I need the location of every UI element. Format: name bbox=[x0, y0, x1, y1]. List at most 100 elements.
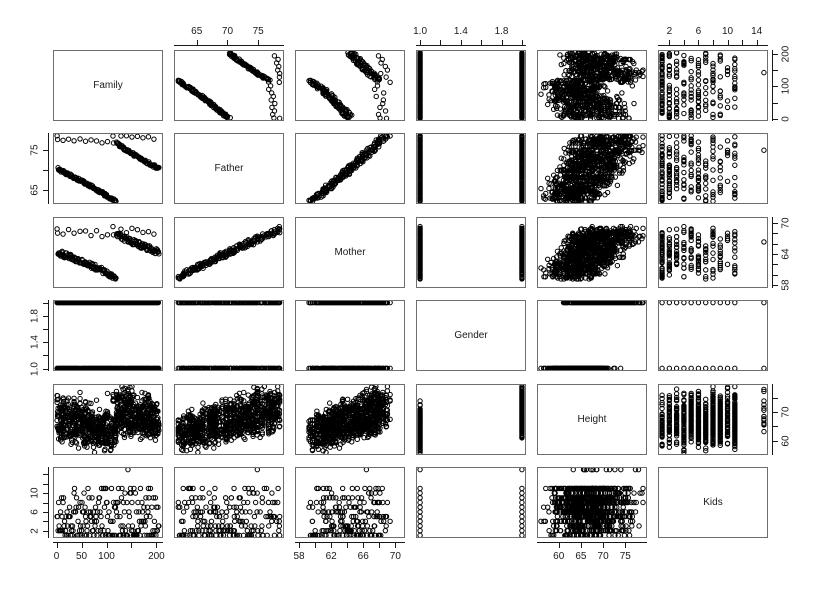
scatter-panel-height-vs-gender bbox=[416, 383, 526, 455]
tick-mark bbox=[227, 40, 229, 45]
tick-label: 50 bbox=[75, 551, 88, 562]
tick-mark bbox=[395, 543, 397, 548]
scatter-points-canvas bbox=[54, 301, 162, 371]
scatter-panel-father-vs-height bbox=[537, 133, 647, 205]
tick-label: 1.4 bbox=[453, 26, 468, 37]
tick-label: 100 bbox=[98, 551, 115, 562]
scatter-panel-kids-vs-father bbox=[174, 467, 284, 538]
tick-mark bbox=[773, 264, 778, 266]
tick-mark bbox=[773, 54, 778, 56]
tick-label: 60 bbox=[553, 551, 565, 562]
tick-mark bbox=[773, 118, 778, 120]
scatter-panel-gender-vs-family bbox=[53, 300, 163, 372]
scatter-points-canvas bbox=[175, 384, 283, 454]
tick-mark bbox=[773, 86, 778, 88]
tick-mark bbox=[669, 40, 671, 45]
scatter-panel-father-vs-kids bbox=[658, 133, 768, 205]
tick-mark bbox=[131, 543, 133, 548]
tick-mark bbox=[773, 254, 778, 256]
scatter-points-canvas bbox=[538, 134, 646, 204]
scatter-panel-height-vs-kids bbox=[658, 383, 768, 455]
right-axis-line-mother bbox=[772, 216, 773, 288]
tick-mark bbox=[379, 543, 381, 548]
tick-mark bbox=[420, 40, 422, 45]
tick-label: 6 bbox=[29, 509, 41, 515]
tick-label: 65 bbox=[575, 551, 587, 562]
tick-label: 10 bbox=[29, 487, 41, 499]
tick-mark bbox=[43, 521, 48, 523]
scatter-points-canvas bbox=[54, 134, 162, 204]
scatter-points-canvas bbox=[175, 217, 283, 287]
scatter-points-canvas bbox=[54, 217, 162, 287]
scatter-points-canvas bbox=[538, 468, 646, 537]
tick-mark bbox=[603, 543, 605, 548]
tick-mark bbox=[81, 543, 83, 548]
tick-mark bbox=[773, 102, 778, 104]
scatter-panel-father-vs-mother bbox=[295, 133, 405, 205]
scatter-panel-height-vs-family bbox=[53, 383, 163, 455]
scatter-points-canvas bbox=[538, 217, 646, 287]
tick-mark bbox=[481, 40, 483, 45]
scatter-points-canvas bbox=[417, 468, 525, 537]
diagonal-label-kids: Kids bbox=[703, 497, 723, 508]
diagonal-panel-mother: Mother bbox=[295, 216, 405, 288]
scatter-panel-gender-vs-father bbox=[174, 300, 284, 372]
scatter-points-canvas bbox=[296, 51, 404, 120]
scatter-panel-mother-vs-father bbox=[174, 216, 284, 288]
scatter-panel-family-vs-kids bbox=[658, 50, 768, 121]
tick-label: 75 bbox=[252, 26, 264, 37]
diagonal-label-height: Height bbox=[577, 413, 607, 425]
diagonal-label-gender: Gender bbox=[454, 330, 488, 342]
tick-mark bbox=[43, 368, 48, 370]
tick-mark bbox=[773, 397, 778, 399]
tick-mark bbox=[43, 493, 48, 495]
tick-mark bbox=[698, 40, 700, 45]
tick-label: 70 bbox=[780, 406, 792, 418]
tick-mark bbox=[43, 302, 48, 304]
tick-mark bbox=[727, 40, 729, 45]
tick-label: 65 bbox=[29, 184, 41, 196]
tick-label: 65 bbox=[191, 26, 203, 37]
scatter-points-canvas bbox=[175, 301, 283, 371]
scatter-panel-kids-vs-gender bbox=[416, 467, 526, 538]
scatter-panel-height-vs-mother bbox=[295, 383, 405, 455]
tick-mark bbox=[43, 474, 48, 476]
scatter-points-canvas bbox=[659, 384, 767, 454]
scatter-panel-family-vs-mother bbox=[295, 50, 405, 121]
right-axis-line-height bbox=[772, 383, 773, 455]
scatter-points-canvas bbox=[296, 301, 404, 371]
tick-mark bbox=[521, 40, 523, 45]
scatter-points-canvas bbox=[175, 468, 283, 537]
tick-mark bbox=[558, 543, 560, 548]
tick-label: 60 bbox=[780, 435, 792, 447]
tick-label: 2 bbox=[29, 527, 41, 534]
tick-label: 0 bbox=[780, 115, 792, 122]
left-axis-line-father bbox=[48, 133, 49, 205]
tick-label: 1.0 bbox=[29, 361, 41, 376]
tick-label: 58 bbox=[780, 279, 792, 291]
tick-mark bbox=[43, 150, 48, 152]
tick-mark bbox=[196, 40, 198, 45]
tick-mark bbox=[43, 530, 48, 532]
diagonal-label-family: Family bbox=[93, 80, 123, 91]
scatter-points-canvas bbox=[659, 134, 767, 204]
scatter-panel-family-vs-height bbox=[537, 50, 647, 121]
tick-label: 6 bbox=[695, 26, 702, 37]
diagonal-panel-kids: Kids bbox=[658, 467, 768, 538]
tick-label: 64 bbox=[780, 248, 792, 260]
bottom-axis-line-family bbox=[53, 542, 163, 543]
tick-label: 1.8 bbox=[494, 26, 509, 37]
tick-label: 14 bbox=[751, 26, 763, 37]
diagonal-label-father: Father bbox=[214, 163, 244, 175]
tick-mark bbox=[43, 169, 48, 171]
scatter-points-canvas bbox=[417, 134, 525, 204]
tick-label: 10 bbox=[721, 26, 734, 37]
tick-mark bbox=[43, 511, 48, 513]
tick-label: 0 bbox=[53, 551, 60, 562]
tick-mark bbox=[773, 285, 778, 287]
scatter-panel-father-vs-gender bbox=[416, 133, 526, 205]
scatter-points-canvas bbox=[54, 468, 162, 537]
tick-label: 1.4 bbox=[29, 335, 41, 350]
left-axis-line-kids bbox=[48, 467, 49, 538]
